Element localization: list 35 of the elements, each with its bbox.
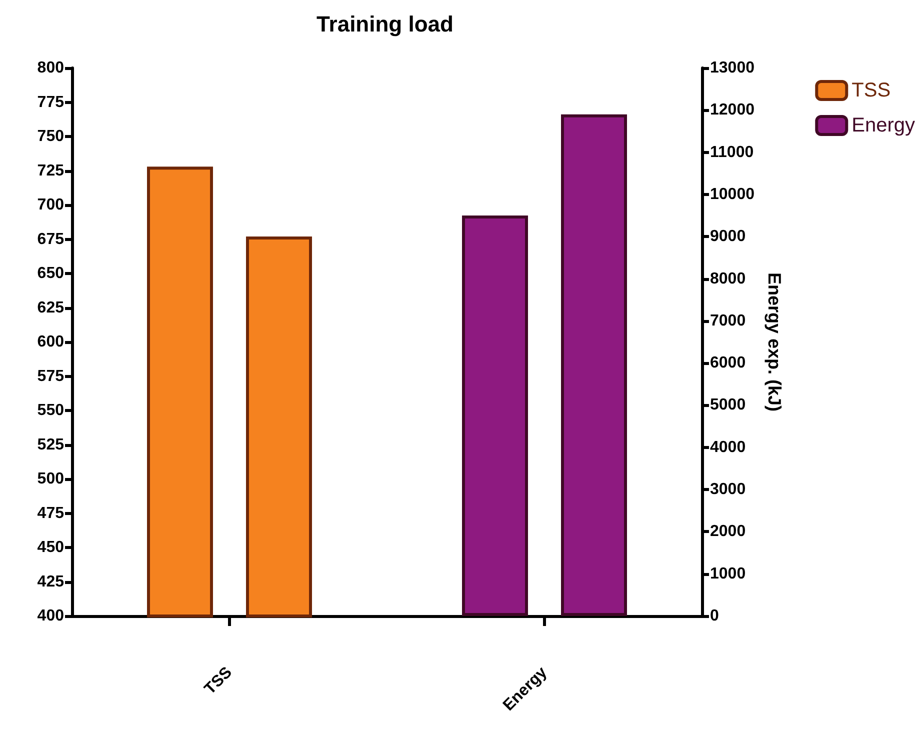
y-tick-label: 675 <box>37 230 64 248</box>
y2-tick-label: 10000 <box>710 186 755 203</box>
legend-label: TSS <box>852 80 891 102</box>
y-tick-label: 525 <box>37 436 64 454</box>
y-tick-label: 450 <box>37 539 64 556</box>
y-tick-label: 800 <box>37 60 64 76</box>
y2-tick-label: 5000 <box>710 396 746 414</box>
legend-label: Energy <box>852 114 916 136</box>
y-tick-label: 550 <box>37 402 64 419</box>
y-tick-label: 575 <box>37 368 64 385</box>
y-tick-label: 650 <box>37 265 64 282</box>
y-tick-label: 475 <box>37 504 64 522</box>
y2-tick-label: 0 <box>710 608 719 624</box>
y-tick-label: 500 <box>37 470 64 488</box>
y-tick-label: 700 <box>37 196 64 214</box>
y-tick-label: 600 <box>37 334 64 350</box>
y-tick-label: 400 <box>37 608 64 624</box>
y2-tick-label: 12000 <box>710 102 755 119</box>
y2-tick-label: 3000 <box>710 481 746 498</box>
chart-title: Training load <box>316 12 454 36</box>
y2-tick-label: 11000 <box>710 144 754 161</box>
y2-tick-label: 1000 <box>710 565 746 582</box>
y2-tick-label: 7000 <box>710 312 746 330</box>
y-tick-label: 425 <box>37 573 64 590</box>
y2-tick-label: 6000 <box>710 354 746 372</box>
y2-tick-label: 2000 <box>710 523 746 540</box>
y-tick-label: 625 <box>37 299 64 316</box>
y2-axis-title: Energy exp. (kJ) <box>764 272 784 412</box>
y2-tick-label: 8000 <box>710 270 746 288</box>
y-tick-label: 775 <box>37 94 64 111</box>
y-tick-label: 725 <box>37 162 64 180</box>
y2-tick-label: 13000 <box>710 60 755 76</box>
y-tick-label: 750 <box>37 128 64 145</box>
y2-tick-label: 4000 <box>710 438 746 456</box>
y2-tick-label: 9000 <box>710 228 746 246</box>
